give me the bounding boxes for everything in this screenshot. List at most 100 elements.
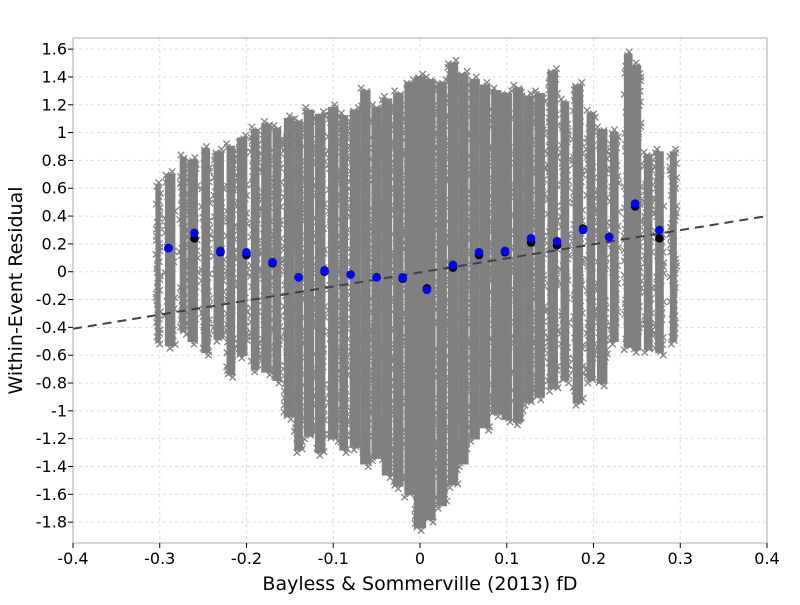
residual-column <box>222 140 239 382</box>
y-tick-label: -0.4 <box>36 318 67 337</box>
residual-column <box>519 89 537 409</box>
bin-mean-blue-point <box>552 236 562 246</box>
residual-markers <box>454 67 473 471</box>
residual-markers <box>666 145 681 348</box>
y-tick-label: -1.4 <box>36 457 67 476</box>
residual-markers <box>324 101 342 446</box>
y-axis-title: Within-Event Residual <box>5 186 27 394</box>
y-tick-label: -1.2 <box>36 429 67 448</box>
residual-markers <box>335 109 352 457</box>
trend-line <box>72 215 768 330</box>
residual-band <box>236 137 248 356</box>
residual-band <box>179 156 187 333</box>
bin-mean-blue-point <box>448 260 458 270</box>
residual-column <box>378 92 396 482</box>
residual-column <box>324 101 342 446</box>
residual-markers <box>487 84 506 421</box>
residual-markers <box>593 123 611 390</box>
residual-markers <box>519 89 537 409</box>
residual-column <box>152 179 165 348</box>
bin-mean-blue-point <box>320 266 329 275</box>
residual-markers <box>640 148 656 357</box>
residual-markers <box>497 87 516 426</box>
bin-mean-blue-point <box>268 257 277 267</box>
residual-column <box>389 87 408 493</box>
residual-column <box>311 108 329 460</box>
residual-band <box>404 81 415 496</box>
residual-band <box>436 81 447 507</box>
x-tick-label: 0.3 <box>668 549 693 568</box>
bin-mean-blue-point <box>578 225 588 235</box>
residual-band <box>479 84 491 429</box>
residual-markers <box>233 131 251 362</box>
residual-band <box>609 131 619 343</box>
x-tick-label: 0.1 <box>494 549 519 568</box>
residual-column <box>161 167 179 352</box>
bin-mean-black-point <box>655 234 664 243</box>
residual-column <box>593 123 611 390</box>
residual-band <box>164 173 176 347</box>
residual-band <box>534 92 545 398</box>
residual-markers <box>466 73 484 446</box>
residual-markers <box>176 151 191 338</box>
bin-mean-blue-point <box>630 199 640 208</box>
y-tick-label: 0.4 <box>42 207 67 226</box>
residual-markers <box>247 123 263 376</box>
residual-markers <box>569 78 587 409</box>
x-tick-label: -0.3 <box>144 549 175 568</box>
residual-markers <box>268 121 285 387</box>
residual-column <box>233 131 251 362</box>
bin-mean-blue-point <box>164 243 173 253</box>
residual-column <box>543 64 562 396</box>
x-axis-title: Bayless & Sommerville (2013) fD <box>262 573 577 595</box>
residual-markers <box>356 84 375 471</box>
bin-mean-blue-point <box>216 246 225 256</box>
residual-markers <box>476 78 494 434</box>
residual-markers <box>300 103 318 443</box>
y-tick-label: -1.8 <box>36 513 67 532</box>
residual-column <box>666 145 681 348</box>
y-tick-label: -1.6 <box>36 485 67 504</box>
residual-band <box>328 106 339 440</box>
residual-column <box>300 103 318 443</box>
bin-mean-blue-point <box>474 247 484 257</box>
bin-mean-blue-point <box>294 272 303 282</box>
bin-mean-blue-point <box>422 285 432 295</box>
residual-markers <box>280 112 298 423</box>
y-tick-label: -0.8 <box>36 374 67 393</box>
residual-column <box>210 145 228 345</box>
residual-column <box>556 95 573 387</box>
x-axis-ticks: -0.4 -0.3 -0.2 -0.1 0 0.1 0.2 0.3 0.4 <box>57 543 780 568</box>
residual-markers <box>197 142 214 359</box>
x-tick-label: -0.4 <box>57 549 88 568</box>
x-tick-label: 0.4 <box>754 549 779 568</box>
residual-column <box>335 109 352 457</box>
residual-column <box>183 153 202 348</box>
residual-column <box>606 126 623 348</box>
bin-mean-blue-point <box>190 228 199 238</box>
residual-column <box>280 112 298 423</box>
residual-column <box>640 148 656 357</box>
residual-markers <box>311 108 329 460</box>
bin-mean-blue-point <box>372 272 381 282</box>
residual-markers <box>606 126 623 348</box>
residual-band <box>643 154 653 351</box>
residual-band <box>283 117 295 418</box>
y-tick-label: 1.2 <box>42 95 67 114</box>
residual-column <box>247 123 263 376</box>
y-tick-label: 0.6 <box>42 179 67 198</box>
residual-column <box>290 115 307 457</box>
residual-markers <box>222 140 239 382</box>
residual-band <box>339 115 348 451</box>
bin-mean-blue-point <box>604 232 614 242</box>
bin-mean-blue-point <box>242 247 251 257</box>
residual-band <box>226 145 236 376</box>
y-tick-label: 0.2 <box>42 234 67 253</box>
x-tick-label: -0.2 <box>231 549 262 568</box>
residual-column <box>531 87 549 404</box>
y-tick-label: 1.4 <box>42 67 67 86</box>
y-tick-label: 1.6 <box>42 40 67 59</box>
residual-column <box>176 151 191 338</box>
residual-band <box>294 120 303 451</box>
